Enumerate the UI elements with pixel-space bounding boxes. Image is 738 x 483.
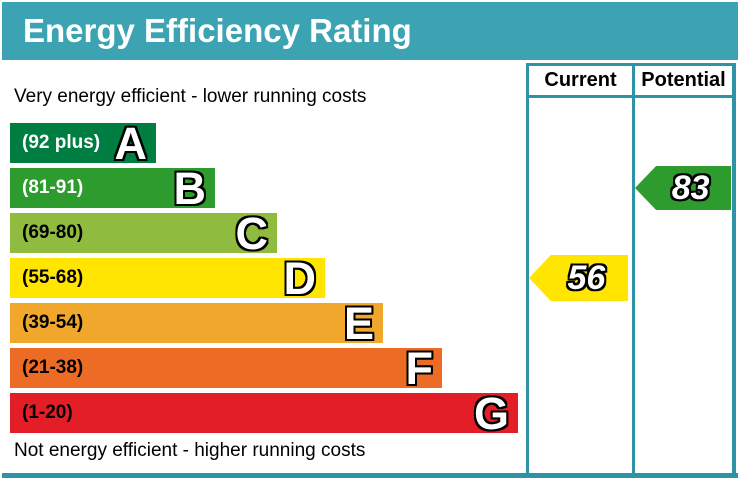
band-range: (39-54) bbox=[22, 312, 84, 333]
band-range: (92 plus) bbox=[22, 132, 101, 153]
table-border-left bbox=[526, 63, 529, 473]
band-row: (1-20) G bbox=[10, 388, 518, 439]
table-border-bottom bbox=[2, 473, 738, 478]
band-letter: B bbox=[173, 163, 207, 214]
band-row: (55-68) D bbox=[10, 253, 325, 304]
table-border-middle bbox=[632, 63, 635, 473]
potential-rating-value: 83 bbox=[671, 169, 710, 207]
current-rating-value: 56 bbox=[567, 259, 606, 297]
band-row: (92 plus) A bbox=[10, 118, 156, 169]
band-row: (39-54) E bbox=[10, 298, 383, 349]
current-column-header: Current bbox=[544, 69, 617, 91]
band-letter: G bbox=[473, 388, 509, 439]
band-row: (81-91) B bbox=[10, 163, 215, 214]
band-letter: F bbox=[405, 343, 434, 394]
band-range: (21-38) bbox=[22, 357, 84, 378]
band-range: (1-20) bbox=[22, 402, 73, 423]
table-header-underline bbox=[526, 95, 736, 98]
band-letter: A bbox=[114, 118, 148, 169]
chart-title: Energy Efficiency Rating bbox=[23, 12, 412, 49]
current-rating-arrow: 56 bbox=[529, 255, 628, 301]
top-note: Very energy efficient - lower running co… bbox=[14, 86, 367, 107]
table-border-right bbox=[732, 63, 736, 473]
band-letter: C bbox=[235, 208, 269, 259]
band-letter: E bbox=[343, 298, 374, 349]
band-row: (69-80) C bbox=[10, 208, 277, 259]
band-range: (55-68) bbox=[22, 267, 84, 288]
band-row: (21-38) F bbox=[10, 343, 442, 394]
potential-column-header: Potential bbox=[641, 69, 726, 91]
band-letter: D bbox=[283, 253, 317, 304]
table-border-top bbox=[526, 63, 736, 66]
bottom-note: Not energy efficient - higher running co… bbox=[14, 440, 366, 461]
band-range: (81-91) bbox=[22, 177, 84, 198]
band-range: (69-80) bbox=[22, 222, 84, 243]
chart-title-bar: Energy Efficiency Rating bbox=[2, 2, 738, 60]
potential-rating-arrow: 83 bbox=[635, 166, 731, 210]
